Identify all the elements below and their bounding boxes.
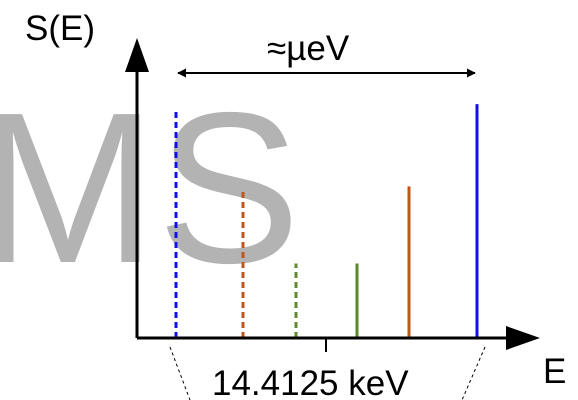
width-annotation-label: ≈µeV xyxy=(267,29,350,68)
zoom-guide-right xyxy=(461,346,486,400)
y-axis-arrowhead xyxy=(125,38,149,72)
x-axis-arrowhead xyxy=(506,326,540,350)
x-axis-label: E xyxy=(543,352,566,391)
spectral-lines xyxy=(174,104,479,338)
zoom-guide-left xyxy=(169,346,191,400)
y-axis-label: S(E) xyxy=(25,9,95,48)
axes xyxy=(125,38,540,352)
watermark-text: MS xyxy=(0,67,301,308)
center-energy-label: 14.4125 keV xyxy=(212,364,409,400)
